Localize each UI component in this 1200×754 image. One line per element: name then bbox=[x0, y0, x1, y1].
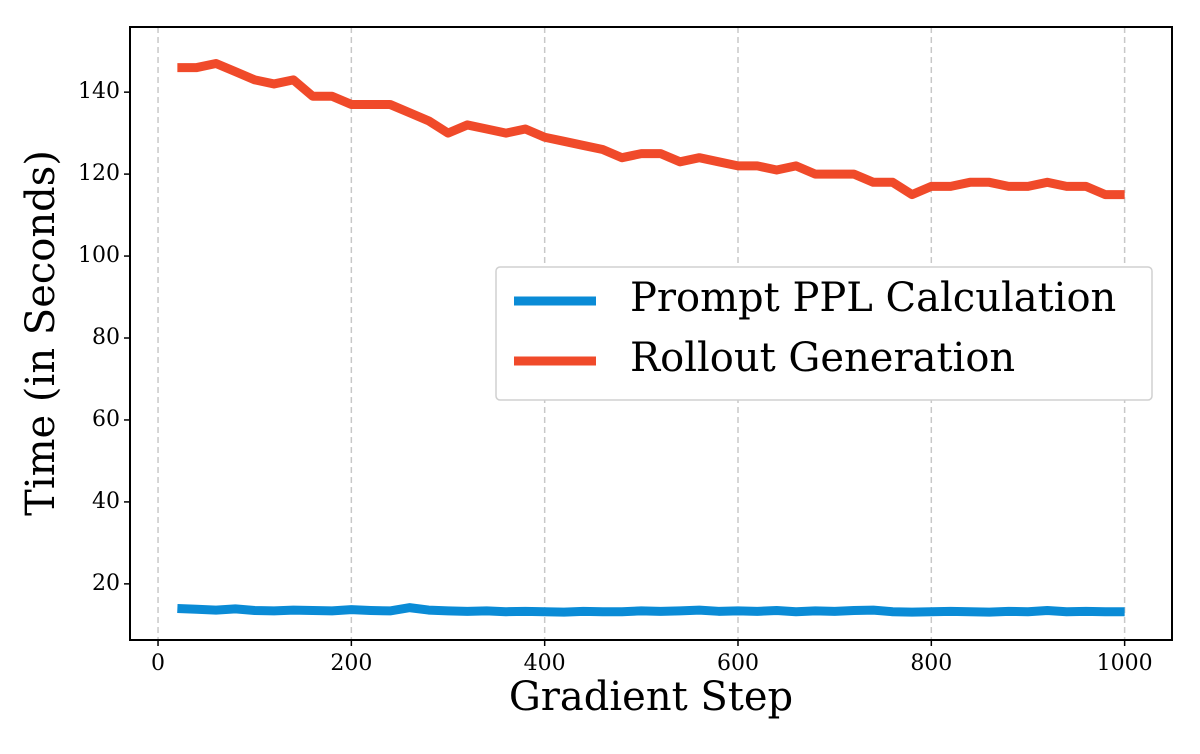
y-tick-label: 40 bbox=[92, 489, 120, 514]
x-tick-label: 1000 bbox=[1097, 651, 1153, 676]
x-tick-label: 800 bbox=[910, 651, 952, 676]
x-axis-label: Gradient Step bbox=[509, 674, 793, 720]
line-series bbox=[177, 603, 1125, 617]
plot-frame bbox=[129, 26, 1173, 641]
y-tick-label: 140 bbox=[78, 79, 120, 104]
y-tick-label: 80 bbox=[92, 325, 120, 350]
line-series bbox=[177, 58, 1125, 200]
x-tick-label: 600 bbox=[717, 651, 759, 676]
legend-label: Rollout Generation bbox=[630, 335, 1015, 381]
legend-label: Prompt PPL Calculation bbox=[630, 275, 1116, 321]
legend: Prompt PPL Calculation Rollout Generation bbox=[495, 266, 1153, 401]
y-axis-label: Time (in Seconds) bbox=[18, 150, 64, 516]
y-tick-label: 60 bbox=[92, 407, 120, 432]
x-tick-label: 400 bbox=[524, 651, 566, 676]
legend-frame bbox=[495, 266, 1153, 401]
x-tick-label: 200 bbox=[330, 651, 372, 676]
y-tick-label: 120 bbox=[78, 161, 120, 186]
y-tick-label: 100 bbox=[78, 243, 120, 268]
x-tick-label: 0 bbox=[151, 651, 165, 676]
y-tick-label: 20 bbox=[92, 571, 120, 596]
